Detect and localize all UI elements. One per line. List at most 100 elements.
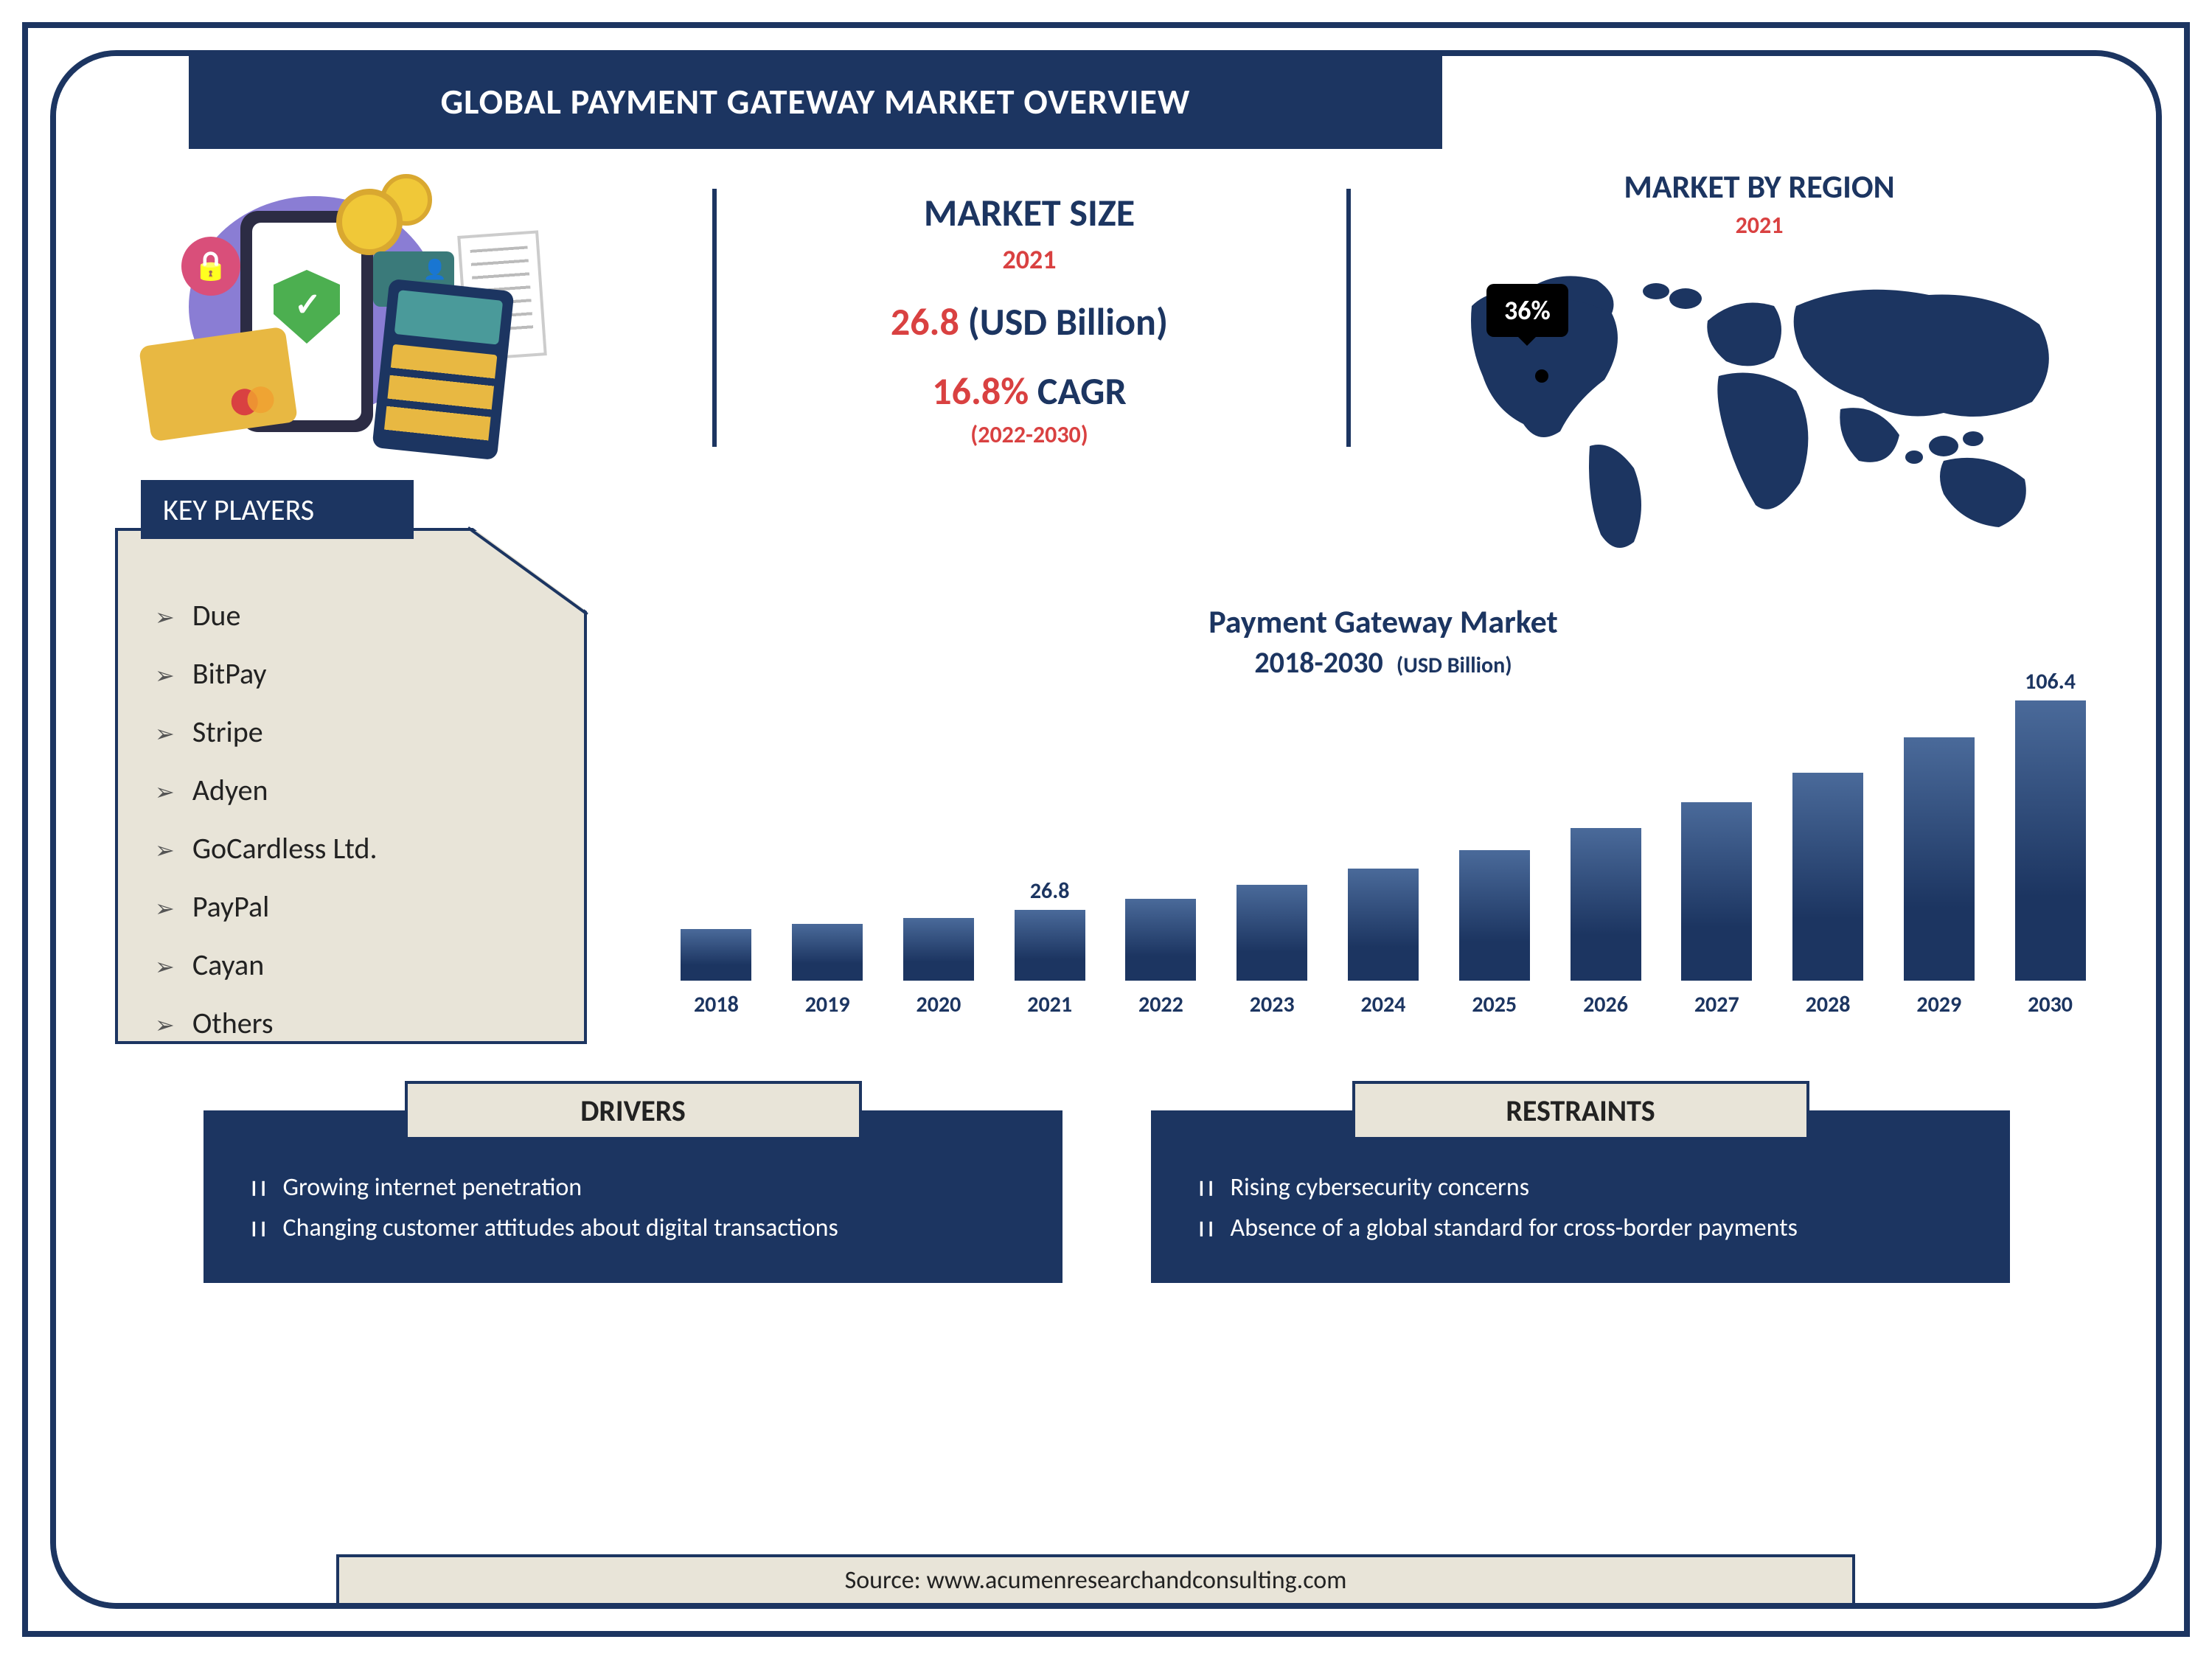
driver-item: Changing customer attitudes about digita… bbox=[248, 1213, 1018, 1243]
restraint-item: Absence of a global standard for cross-b… bbox=[1195, 1213, 1966, 1243]
bar bbox=[1681, 802, 1752, 981]
bar-x-label: 2021 bbox=[1027, 991, 1072, 1018]
chart-unit: (USD Billion) bbox=[1397, 652, 1512, 679]
bar-wrap: 2023 bbox=[1224, 852, 1320, 1018]
market-size-year: 2021 bbox=[764, 243, 1295, 276]
bar-wrap: 2024 bbox=[1335, 836, 1431, 1018]
bar bbox=[681, 929, 751, 981]
market-size-panel: MARKET SIZE 2021 26.8 (USD Billion) 16.8… bbox=[764, 189, 1295, 449]
bar bbox=[903, 918, 974, 981]
drivers-restraints-row: DRIVERS Growing internet penetration Cha… bbox=[204, 1110, 2010, 1283]
pos-terminal-icon bbox=[372, 279, 514, 461]
market-size-number: 26.8 bbox=[891, 298, 959, 345]
content-area: GLOBAL PAYMENT GATEWAY MARKET OVERVIEW M… bbox=[56, 56, 2156, 1603]
bar bbox=[2015, 700, 2086, 981]
market-size-value: 26.8 (USD Billion) bbox=[764, 298, 1295, 345]
market-cagr: 16.8% CAGR bbox=[764, 367, 1295, 414]
source-bar: Source: www.acumenresearchandconsulting.… bbox=[336, 1554, 1855, 1606]
key-player-item: Stripe bbox=[155, 714, 547, 750]
bar-wrap: 2029 bbox=[1891, 705, 1987, 1018]
coin-icon bbox=[336, 189, 403, 255]
cagr-label: CAGR bbox=[1037, 367, 1127, 414]
restraints-heading: RESTRAINTS bbox=[1352, 1081, 1809, 1140]
region-panel: MARKET BY REGION 2021 36% bbox=[1405, 167, 2113, 564]
key-players-heading: KEY PLAYERS bbox=[141, 480, 414, 539]
key-player-item: Adyen bbox=[155, 772, 547, 808]
bar-wrap: 2019 bbox=[779, 891, 875, 1018]
drivers-heading: DRIVERS bbox=[405, 1081, 862, 1140]
vertical-divider bbox=[712, 189, 717, 447]
world-map: 36% bbox=[1427, 254, 2091, 564]
key-player-item: PayPal bbox=[155, 888, 547, 925]
bar-x-label: 2024 bbox=[1361, 991, 1406, 1018]
restraints-list: Rising cybersecurity concerns Absence of… bbox=[1195, 1172, 1966, 1243]
bar bbox=[1015, 910, 1085, 981]
drivers-heading-text: DRIVERS bbox=[580, 1093, 686, 1129]
credit-card-icon bbox=[139, 327, 298, 442]
page-title: GLOBAL PAYMENT GATEWAY MARKET OVERVIEW bbox=[441, 80, 1191, 123]
source-text: Source: www.acumenresearchandconsulting.… bbox=[845, 1565, 1347, 1596]
chart-subtitle: 2018-2030 (USD Billion) bbox=[661, 644, 2106, 681]
bar-x-label: 2023 bbox=[1250, 991, 1295, 1018]
bar-x-label: 2027 bbox=[1694, 991, 1739, 1018]
payment-illustration bbox=[130, 167, 498, 447]
bar-x-label: 2028 bbox=[1806, 991, 1851, 1018]
bar-x-label: 2022 bbox=[1138, 991, 1183, 1018]
chart-title: Payment Gateway Market bbox=[661, 602, 2106, 641]
bar bbox=[1459, 850, 1530, 981]
key-player-item: GoCardless Ltd. bbox=[155, 830, 547, 866]
key-players-list: Due BitPay Stripe Adyen GoCardless Ltd. … bbox=[155, 597, 547, 1041]
driver-item: Growing internet penetration bbox=[248, 1172, 1018, 1203]
bar bbox=[1348, 869, 1419, 981]
drivers-list: Growing internet penetration Changing cu… bbox=[248, 1172, 1018, 1243]
key-players-heading-text: KEY PLAYERS bbox=[163, 492, 314, 528]
bar-value-label: 26.8 bbox=[1030, 877, 1070, 904]
drivers-block: DRIVERS Growing internet penetration Cha… bbox=[204, 1110, 1062, 1283]
region-callout-value: 36% bbox=[1504, 294, 1551, 327]
region-year: 2021 bbox=[1405, 211, 2113, 240]
vertical-divider bbox=[1346, 189, 1351, 447]
bar-chart: Payment Gateway Market 2018-2030 (USD Bi… bbox=[661, 602, 2106, 1059]
restraints-block: RESTRAINTS Rising cybersecurity concerns… bbox=[1151, 1110, 2010, 1283]
callout-marker-icon bbox=[1535, 369, 1548, 383]
bar bbox=[1904, 737, 1975, 981]
inner-frame: GLOBAL PAYMENT GATEWAY MARKET OVERVIEW M… bbox=[50, 50, 2162, 1609]
bar bbox=[1237, 885, 1307, 981]
bar-value-label: 106.4 bbox=[2025, 668, 2076, 695]
bar-wrap: 2018 bbox=[668, 897, 764, 1018]
key-players-corner-cut bbox=[469, 525, 590, 613]
key-player-item: Others bbox=[155, 1005, 547, 1041]
key-player-item: Cayan bbox=[155, 947, 547, 983]
market-size-unit: (USD Billion) bbox=[968, 298, 1169, 345]
bar-x-label: 2030 bbox=[2028, 991, 2073, 1018]
bar-wrap: 106.4 2030 bbox=[2003, 668, 2098, 1018]
region-callout: 36% bbox=[1486, 284, 1568, 337]
restraint-item: Rising cybersecurity concerns bbox=[1195, 1172, 1966, 1203]
key-player-item: BitPay bbox=[155, 655, 547, 692]
bar bbox=[1125, 899, 1196, 981]
bar-x-label: 2018 bbox=[694, 991, 739, 1018]
chart-years: 2018-2030 bbox=[1254, 644, 1382, 681]
bar-x-label: 2026 bbox=[1583, 991, 1628, 1018]
bar bbox=[1571, 828, 1641, 981]
bar bbox=[792, 924, 863, 981]
region-heading: MARKET BY REGION bbox=[1405, 167, 2113, 206]
bar-x-label: 2025 bbox=[1472, 991, 1517, 1018]
cagr-value: 16.8% bbox=[932, 367, 1029, 414]
bar bbox=[1792, 773, 1863, 981]
title-banner: GLOBAL PAYMENT GATEWAY MARKET OVERVIEW bbox=[189, 53, 1442, 149]
bar-wrap: 2026 bbox=[1558, 796, 1654, 1018]
bar-wrap: 2025 bbox=[1447, 818, 1543, 1019]
chart-bars-area: 2018 2019 2020 26.8 2021 2022 2023 2024 2025 2026… bbox=[661, 695, 2106, 1020]
bar-wrap: 2027 bbox=[1669, 770, 1764, 1018]
bar-wrap: 2020 bbox=[891, 886, 987, 1018]
restraints-heading-text: RESTRAINTS bbox=[1506, 1093, 1655, 1129]
bar-wrap: 26.8 2021 bbox=[1002, 877, 1098, 1018]
market-size-heading: MARKET SIZE bbox=[764, 189, 1295, 236]
bar-wrap: 2028 bbox=[1780, 740, 1876, 1019]
bar-x-label: 2029 bbox=[1916, 991, 1961, 1018]
cagr-period: (2022-2030) bbox=[764, 420, 1295, 449]
bar-x-label: 2020 bbox=[916, 991, 961, 1018]
bar-wrap: 2022 bbox=[1113, 866, 1208, 1018]
bar-x-label: 2019 bbox=[805, 991, 850, 1018]
